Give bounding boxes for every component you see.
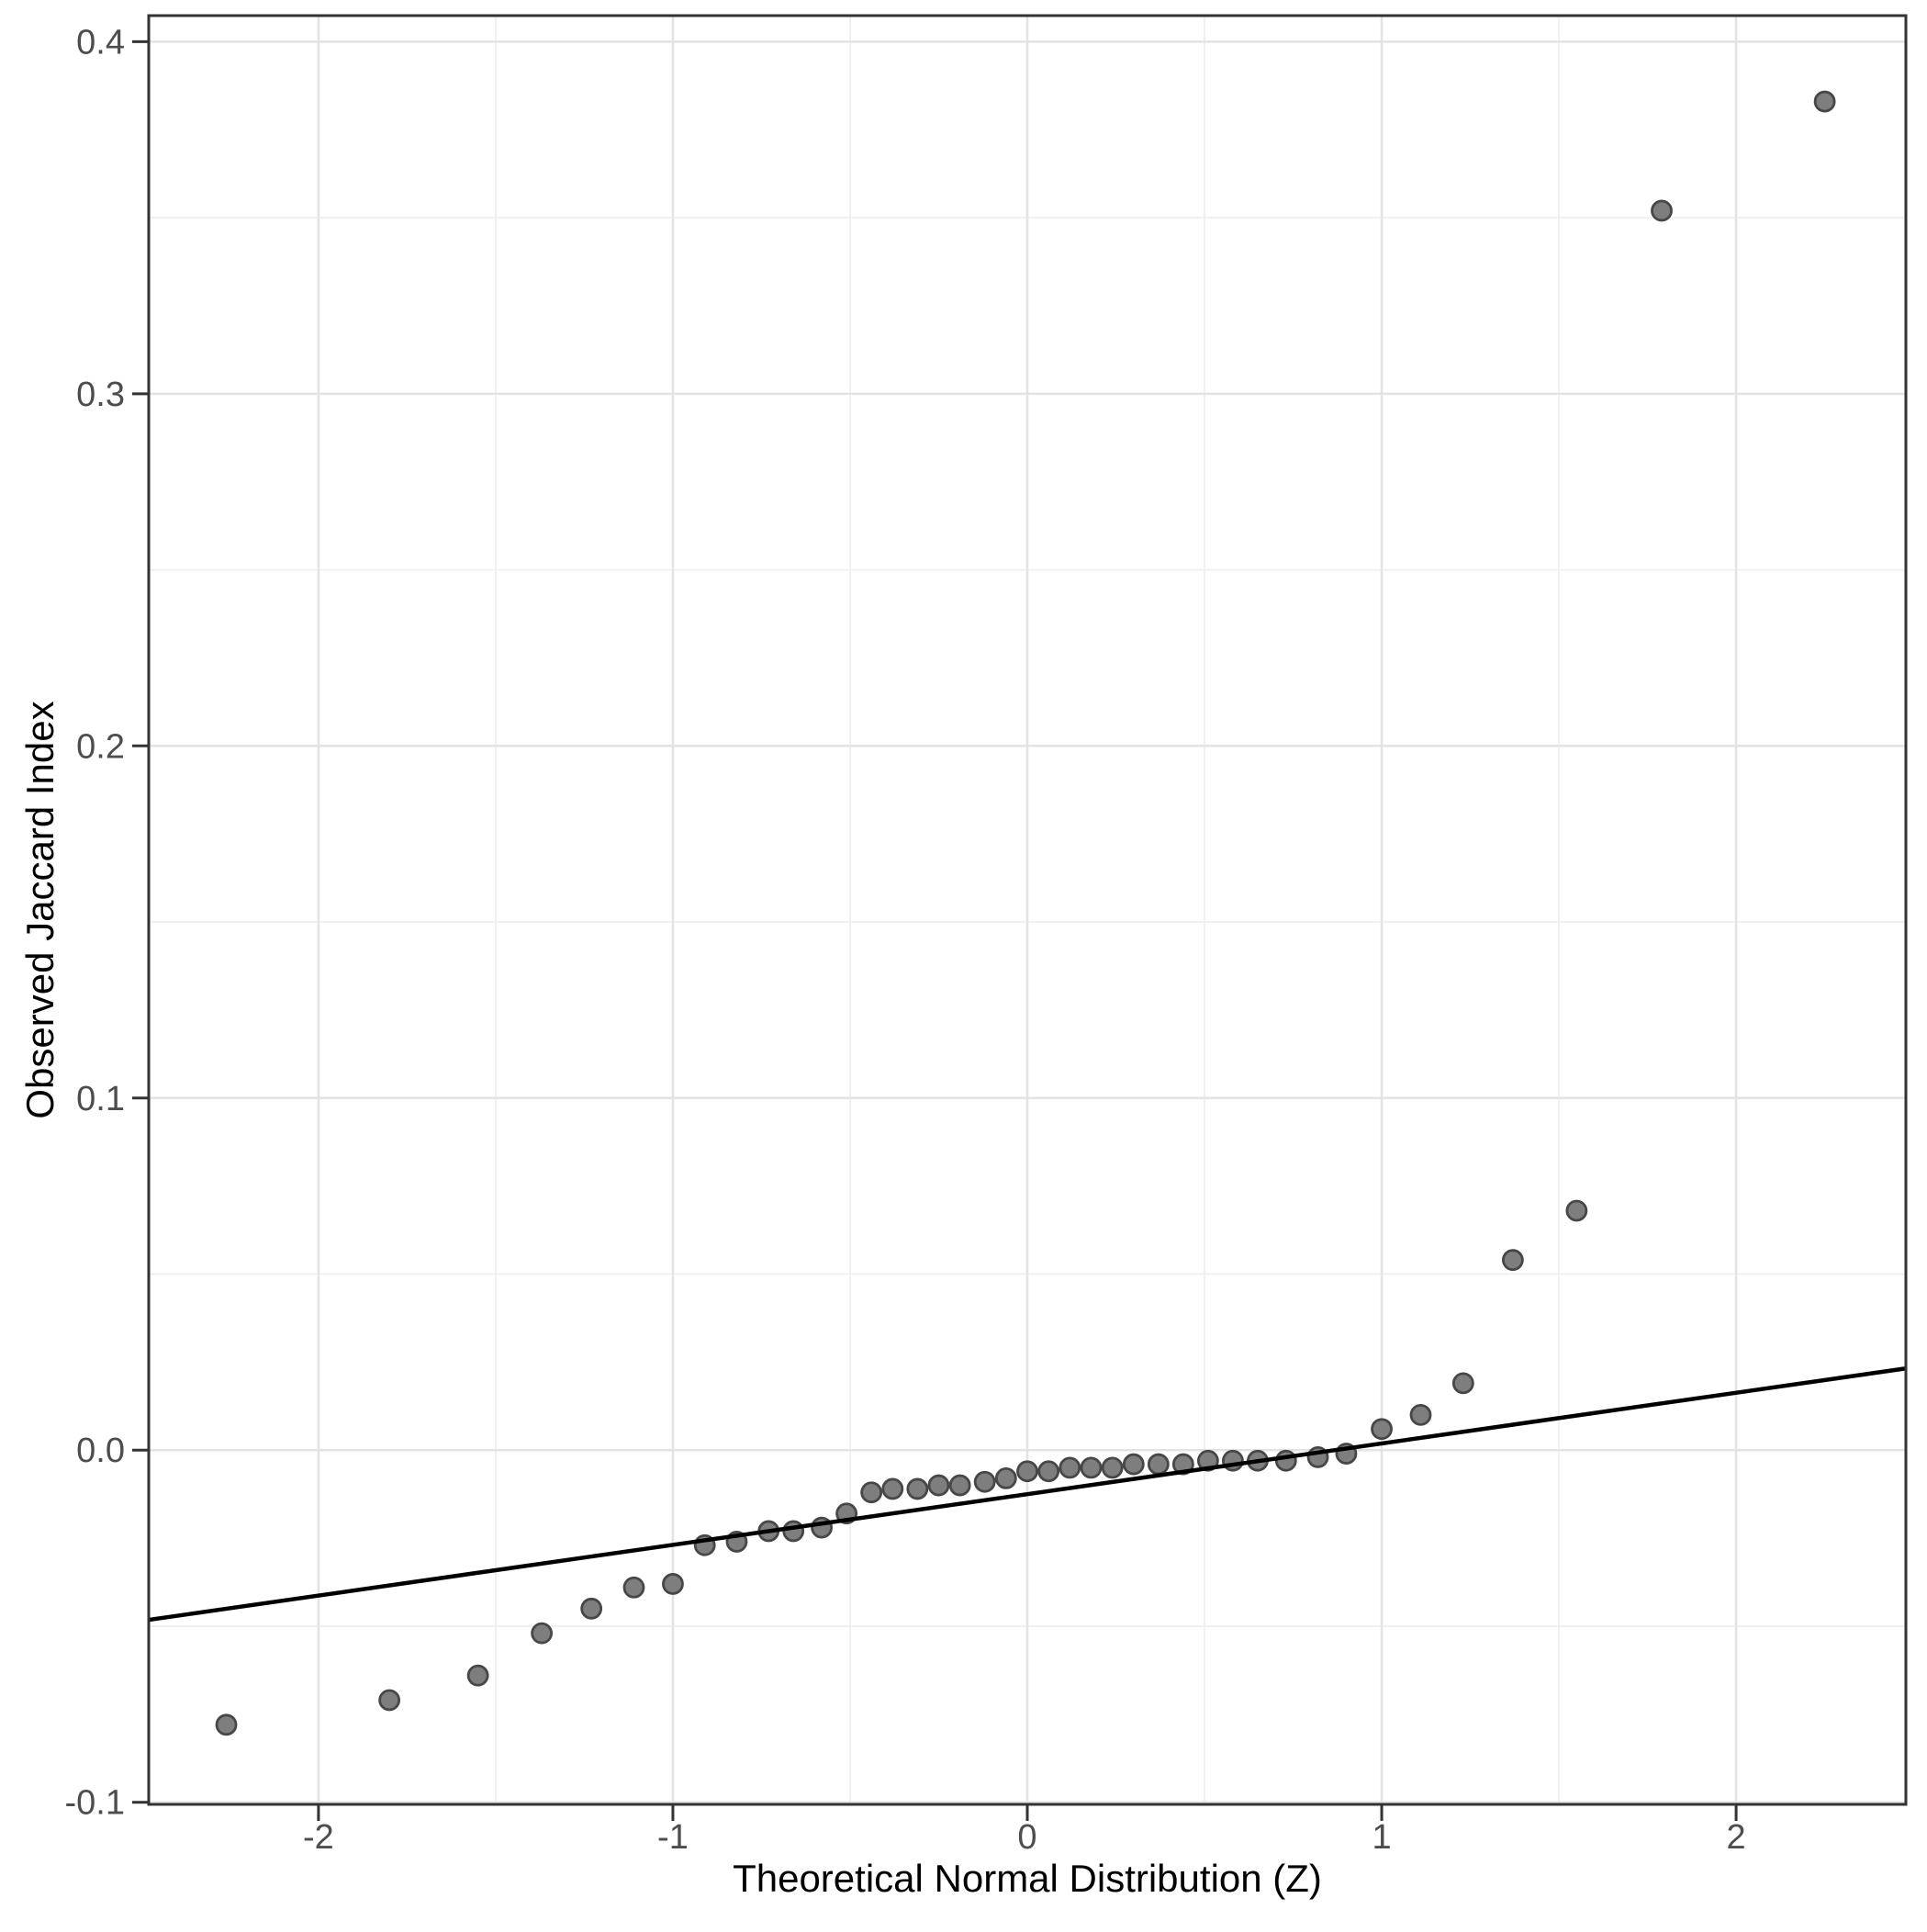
data-point: [531, 1622, 554, 1645]
y-tick-label: 0.3: [76, 376, 125, 414]
data-point: [1037, 1460, 1060, 1483]
y-tick-label: 0.1: [76, 1080, 125, 1118]
data-point: [1122, 1453, 1145, 1476]
x-tick-label: 0: [1017, 1818, 1036, 1857]
data-point: [860, 1481, 883, 1504]
data-point: [927, 1474, 950, 1497]
data-point: [994, 1467, 1017, 1489]
data-point: [1147, 1453, 1170, 1476]
plot-panel: [147, 14, 1908, 1806]
data-point: [1101, 1456, 1124, 1479]
data-point: [1813, 90, 1836, 113]
y-axis: -0.1 0.0 0.1 0.2 0.3 0.4: [65, 23, 149, 1823]
data-point: [1451, 1372, 1474, 1395]
x-tick-label: -2: [303, 1818, 334, 1857]
data-point: [1501, 1249, 1524, 1272]
data-point: [1651, 199, 1673, 222]
data-point: [378, 1689, 401, 1712]
x-axis: -2 -1 0 1 2: [303, 1804, 1746, 1857]
data-point: [1059, 1456, 1081, 1479]
data-point: [580, 1597, 603, 1620]
x-tick-label: 1: [1372, 1818, 1391, 1857]
data-point: [782, 1520, 805, 1543]
data-point: [1409, 1403, 1432, 1426]
y-tick-marks: [132, 39, 149, 1804]
y-tick-label: 0.4: [76, 23, 125, 62]
data-point: [1080, 1456, 1103, 1479]
x-axis-title: Theoretical Normal Distribution (Z): [733, 1857, 1322, 1900]
x-tick-labels: -2 -1 0 1 2: [303, 1818, 1746, 1857]
data-point: [215, 1713, 238, 1736]
data-point: [1371, 1418, 1393, 1441]
y-tick-label: -0.1: [65, 1784, 125, 1823]
data-point: [1016, 1460, 1038, 1483]
data-point: [662, 1573, 684, 1595]
x-tick-label: 2: [1727, 1818, 1746, 1857]
y-tick-label: 0.2: [76, 727, 125, 766]
x-tick-label: -1: [657, 1818, 689, 1857]
data-point: [906, 1477, 929, 1500]
data-point: [948, 1474, 971, 1497]
major-gridlines: [149, 16, 1906, 1804]
data-point: [1565, 1199, 1588, 1222]
data-point: [1274, 1449, 1297, 1472]
data-point: [881, 1477, 904, 1500]
y-axis-title: Observed Jaccard Index: [18, 701, 62, 1118]
y-tick-labels: -0.1 0.0 0.1 0.2 0.3 0.4: [65, 23, 125, 1822]
qq-reference-line: [148, 1366, 1907, 1623]
data-point: [466, 1664, 489, 1687]
data-point: [973, 1470, 996, 1493]
x-tick-marks: [317, 1804, 1738, 1821]
data-point: [622, 1576, 645, 1599]
y-tick-label: 0.0: [76, 1432, 125, 1470]
